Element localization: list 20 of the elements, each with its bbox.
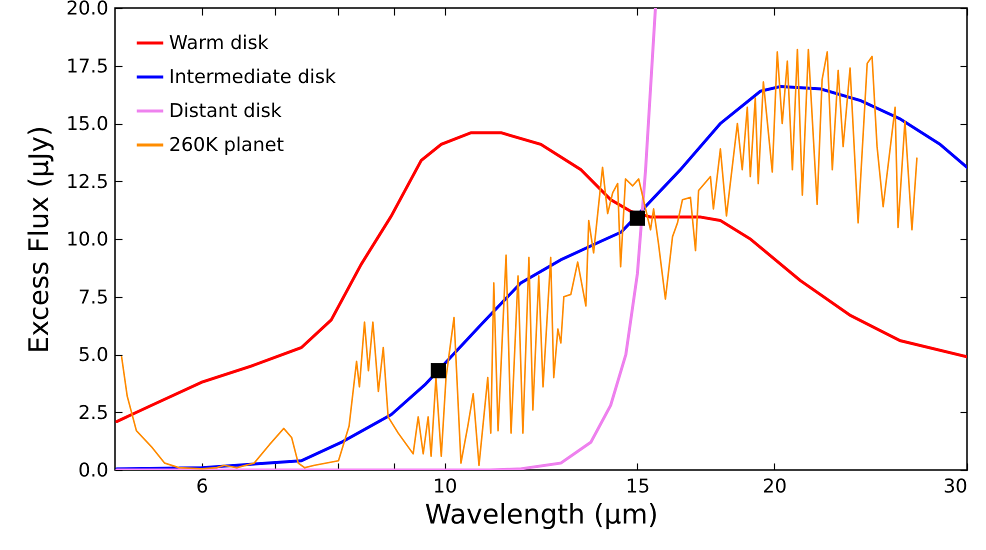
y-tick-label: 12.5 — [66, 170, 108, 193]
y-tick-label: 5.0 — [78, 344, 108, 366]
x-tick-label: 30 — [943, 476, 968, 498]
x-tick-label: 15 — [626, 476, 650, 498]
y-tick-label: 10.0 — [66, 228, 108, 250]
y-axis-title: Excess Flux (μJy) — [24, 126, 56, 354]
x-axis-title: Wavelength (μm) — [424, 500, 658, 530]
legend-label: 260K planet — [169, 134, 284, 156]
y-tick-label: 2.5 — [78, 402, 108, 424]
legend-label: Distant disk — [169, 100, 282, 122]
y-tick-label: 7.5 — [78, 286, 108, 308]
x-tick-label: 20 — [762, 476, 787, 498]
y-tick-label: 0.0 — [78, 460, 108, 482]
legend-label: Warm disk — [169, 32, 268, 54]
y-tick-label: 17.5 — [66, 55, 108, 78]
y-tick-label: 20.0 — [66, 0, 108, 20]
x-tick-label: 10 — [433, 476, 458, 498]
x-tick-label: 6 — [196, 476, 208, 498]
y-tick-label: 15.0 — [66, 113, 108, 135]
legend-label: Intermediate disk — [169, 66, 336, 88]
